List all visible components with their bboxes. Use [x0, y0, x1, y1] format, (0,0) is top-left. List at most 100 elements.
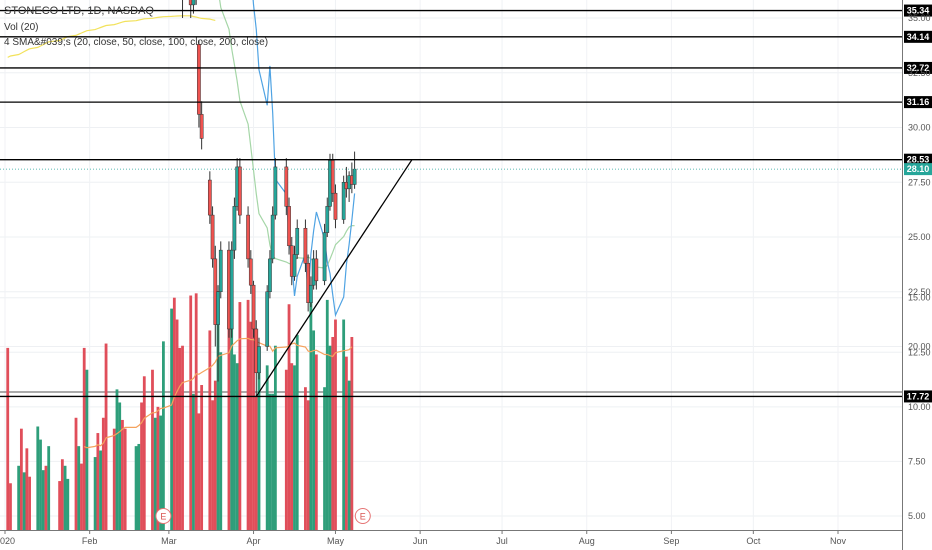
volume-bar: [350, 336, 354, 530]
volume-legend[interactable]: Vol (20): [4, 22, 39, 33]
level-label: 31.16: [907, 97, 930, 107]
candle-body: [303, 227, 308, 264]
volume-bar: [112, 428, 116, 530]
volume-bar: [230, 282, 234, 530]
candle-body: [191, 0, 196, 6]
candle-body: [197, 44, 201, 115]
volume-bar: [101, 417, 105, 530]
sma-legend[interactable]: 4 SMA&#039;s (20, close, 50, close, 100,…: [4, 37, 269, 48]
volume-bar: [233, 354, 236, 530]
volume-bar: [60, 459, 64, 530]
volume-bar: [96, 433, 100, 530]
time-tick-label: Nov: [830, 536, 847, 546]
volume-bar: [235, 363, 239, 530]
candle-body: [207, 179, 212, 216]
volume-bar: [58, 481, 62, 530]
time-tick-label: Apr: [247, 536, 261, 546]
volume-bar: [170, 308, 173, 530]
volume-bar: [334, 319, 337, 530]
volume-bar: [200, 385, 204, 530]
volume-bar: [342, 319, 346, 530]
earnings-marker: [155, 508, 172, 524]
volume-bar: [293, 365, 296, 530]
volume-tick-label: 12.50: [908, 347, 931, 357]
candle-body: [216, 291, 220, 325]
volume-bar: [208, 330, 212, 530]
volume-bar: [328, 345, 332, 530]
volume-bar: [271, 393, 275, 530]
symbol-title[interactable]: STONECO LTD, 1D, NASDAQ: [4, 5, 154, 17]
last-price-label-bg: [904, 163, 932, 176]
volume-bar: [82, 347, 86, 530]
time-tick-label: 2020: [0, 536, 15, 546]
volume-bar: [115, 389, 119, 530]
price-tick-label: 27.50: [908, 177, 931, 187]
candle-body: [330, 160, 335, 194]
volume-bar: [80, 463, 83, 530]
time-tick-label: May: [327, 536, 345, 546]
price-tick-label: 35.00: [908, 13, 931, 23]
candle-body: [199, 114, 204, 139]
volume-bar: [312, 330, 316, 530]
volume-bar: [22, 472, 26, 530]
candle-body: [232, 206, 237, 251]
level-label-bg: [904, 153, 932, 166]
candle-body: [248, 258, 253, 286]
volume-bar: [211, 400, 214, 530]
volume-bar: [265, 365, 269, 530]
volume-bar: [197, 413, 201, 530]
candle-body: [238, 166, 242, 216]
horizontal-levels[interactable]: 39.5137.0635.3434.1432.7231.1628.5317.72…: [0, 0, 932, 403]
earnings-marker-label: E: [360, 512, 366, 522]
level-label-bg: [904, 96, 932, 109]
time-tick-label: Sep: [663, 536, 679, 546]
candle-body: [210, 214, 215, 260]
candle-body: [246, 214, 250, 260]
volume-bar: [344, 356, 348, 530]
volume-bar: [6, 347, 10, 530]
price-axis-bg: [902, 0, 932, 550]
candle-body: [352, 168, 357, 185]
volume-bar: [39, 439, 42, 530]
candle-body: [268, 258, 272, 292]
volume-bar: [178, 347, 182, 530]
candle-body: [287, 206, 291, 247]
volume-bar: [331, 336, 335, 530]
volume-bar: [194, 293, 198, 530]
volume-bar: [162, 341, 165, 530]
time-tick-label: Jun: [413, 536, 428, 546]
volume-bar: [140, 402, 143, 530]
volume-bar: [66, 478, 70, 530]
volume-bar: [284, 369, 288, 530]
time-tick-label: Oct: [746, 536, 761, 546]
volume-bar: [9, 483, 12, 530]
volume-bar: [63, 465, 67, 530]
candle-body: [257, 346, 261, 374]
candlesticks: [182, 0, 357, 397]
candle-body: [292, 254, 297, 277]
earnings-marker: [354, 508, 371, 524]
level-label-bg: [904, 30, 932, 43]
volume-bar: [219, 352, 223, 530]
volume-bar: [153, 417, 157, 530]
volume-bar: [93, 457, 97, 530]
trendline-segment: [255, 159, 413, 397]
trendline[interactable]: [255, 159, 413, 397]
sma-200-line: [7, 15, 216, 58]
volume-bar: [25, 448, 29, 530]
candle-body: [188, 0, 193, 6]
volume-bar: [104, 343, 108, 530]
volume-bar: [85, 369, 89, 530]
volume-bar: [227, 319, 231, 530]
level-label: 32.72: [907, 63, 930, 73]
volume-bar: [74, 417, 78, 530]
volume-bar: [159, 415, 163, 530]
volume-bar: [249, 321, 253, 530]
candle-body: [284, 166, 289, 207]
volume-bars: [6, 282, 354, 530]
volume-bar: [254, 395, 258, 530]
